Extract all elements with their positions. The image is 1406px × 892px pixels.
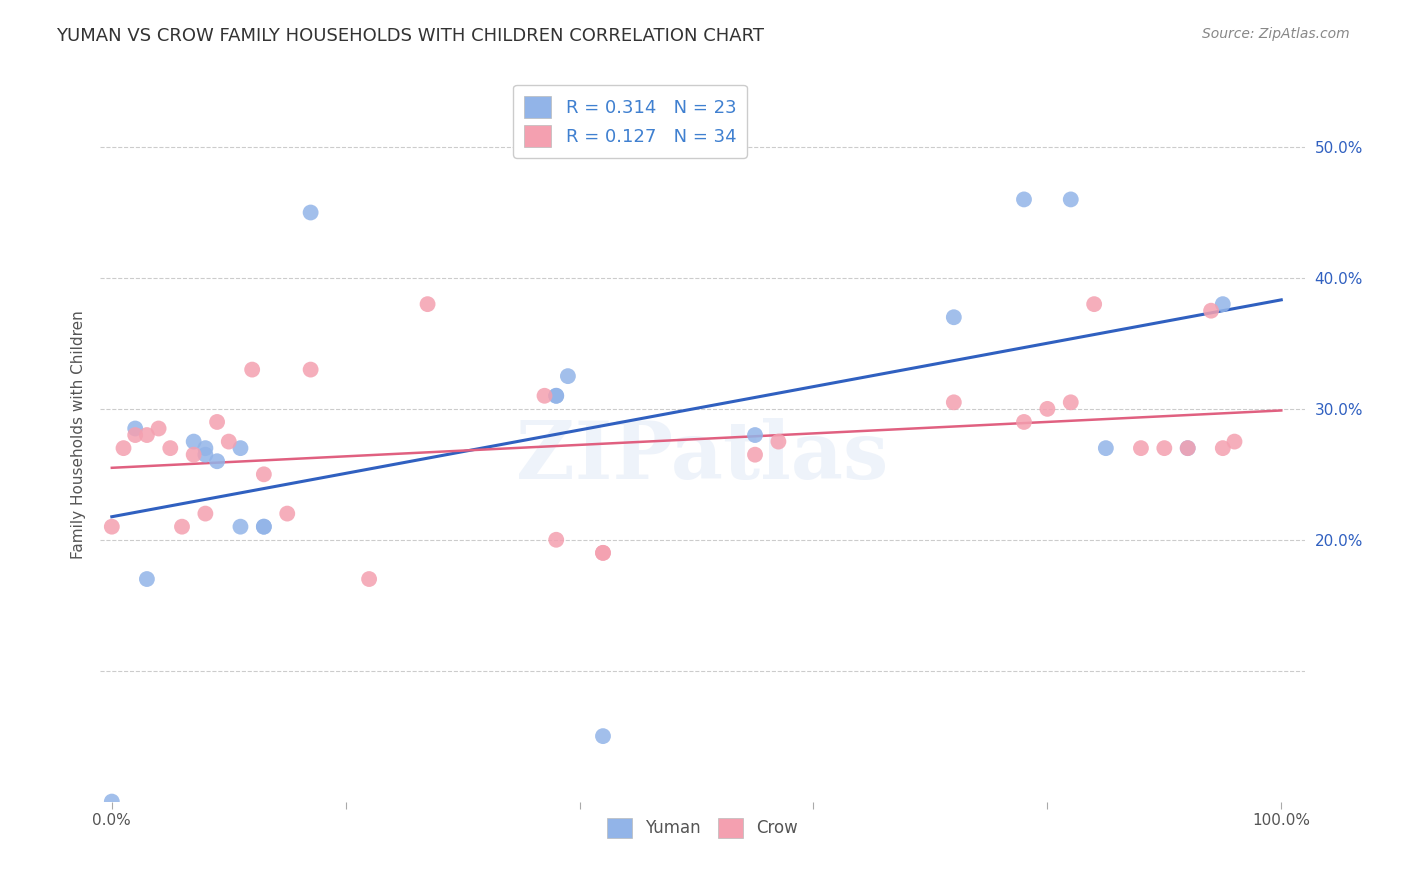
Point <box>101 519 124 533</box>
Point <box>170 519 193 533</box>
Point <box>1060 395 1083 409</box>
Text: ZIPatlas: ZIPatlas <box>516 418 889 496</box>
Point <box>592 729 614 743</box>
Text: Source: ZipAtlas.com: Source: ZipAtlas.com <box>1202 27 1350 41</box>
Point <box>1095 441 1118 455</box>
Point <box>1177 441 1199 455</box>
Point <box>546 533 568 547</box>
Point <box>592 546 614 560</box>
Point <box>1223 434 1246 449</box>
Y-axis label: Family Households with Children: Family Households with Children <box>72 310 86 559</box>
Point <box>359 572 381 586</box>
Point <box>229 441 252 455</box>
Point <box>124 421 146 435</box>
Point <box>205 415 228 429</box>
Point <box>194 441 217 455</box>
Point <box>557 369 579 384</box>
Point <box>1036 401 1059 416</box>
Point <box>135 572 157 586</box>
Point <box>416 297 439 311</box>
Point <box>253 519 276 533</box>
Point <box>124 428 146 442</box>
Point <box>1177 441 1199 455</box>
Point <box>533 389 555 403</box>
Point <box>194 448 217 462</box>
Point <box>768 434 790 449</box>
Point <box>148 421 170 435</box>
Point <box>546 389 568 403</box>
Point <box>183 448 205 462</box>
Point <box>744 448 766 462</box>
Legend: Yuman, Crow: Yuman, Crow <box>600 811 804 845</box>
Point <box>1060 193 1083 207</box>
Point <box>942 310 965 325</box>
Point <box>942 395 965 409</box>
Point <box>1083 297 1105 311</box>
Point <box>1129 441 1152 455</box>
Point <box>299 205 322 219</box>
Point <box>205 454 228 468</box>
Point <box>159 441 181 455</box>
Point <box>101 795 124 809</box>
Point <box>1153 441 1175 455</box>
Point <box>1012 415 1035 429</box>
Point <box>218 434 240 449</box>
Point <box>744 428 766 442</box>
Text: YUMAN VS CROW FAMILY HOUSEHOLDS WITH CHILDREN CORRELATION CHART: YUMAN VS CROW FAMILY HOUSEHOLDS WITH CHI… <box>56 27 765 45</box>
Point <box>592 546 614 560</box>
Point <box>1212 441 1234 455</box>
Point <box>276 507 298 521</box>
Point <box>1199 303 1222 318</box>
Point <box>253 519 276 533</box>
Point <box>299 362 322 376</box>
Point <box>546 389 568 403</box>
Point <box>253 467 276 482</box>
Point <box>135 428 157 442</box>
Point <box>1212 297 1234 311</box>
Point <box>1012 193 1035 207</box>
Point <box>240 362 263 376</box>
Point <box>183 434 205 449</box>
Point <box>112 441 135 455</box>
Point <box>229 519 252 533</box>
Point <box>194 507 217 521</box>
